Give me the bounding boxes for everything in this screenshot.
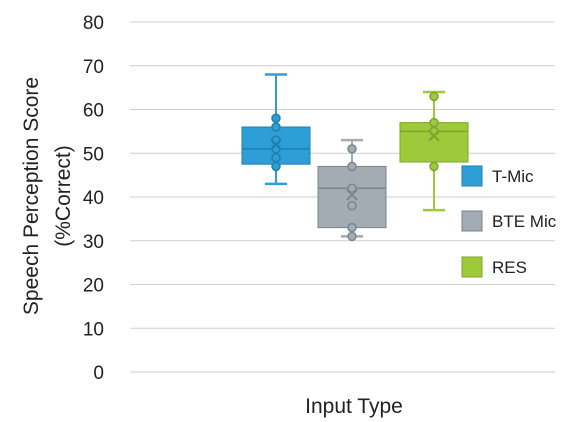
legend: T-Mic BTE Mic RES — [461, 165, 557, 278]
legend-label: T-Mic — [492, 167, 534, 186]
y-axis-title-line2: (%Correct) — [52, 145, 75, 247]
box-res — [399, 90, 469, 212]
mean-marker-stroke-b — [428, 130, 440, 142]
data-point — [271, 113, 281, 123]
legend-label: RES — [492, 258, 527, 277]
box-bte-mic — [317, 138, 387, 242]
data-point — [429, 161, 439, 172]
data-point — [271, 122, 281, 132]
mean-marker-stroke-b — [270, 138, 282, 151]
legend-swatch — [461, 256, 483, 278]
legend-item-bte-mic: BTE Mic — [461, 210, 557, 232]
mean-marker-stroke-b — [346, 189, 358, 201]
y-tick-label-30: 30 — [83, 232, 104, 253]
legend-item-t-mic: T-Mic — [461, 165, 534, 187]
data-point — [347, 144, 357, 154]
data-point — [347, 222, 357, 233]
y-axis-ticks: 0 10 20 30 40 50 60 70 80 — [83, 13, 104, 384]
y-tick-label-60: 60 — [83, 101, 104, 122]
y-tick-label-40: 40 — [83, 188, 104, 209]
y-tick-label-10: 10 — [83, 319, 104, 340]
legend-swatch — [461, 165, 483, 187]
x-axis-title: Input Type — [305, 395, 403, 418]
legend-item-res: RES — [461, 256, 527, 278]
y-tick-label-70: 70 — [83, 57, 104, 78]
data-point — [271, 161, 281, 172]
box-t-mic — [241, 73, 311, 186]
y-tick-label-50: 50 — [83, 144, 104, 165]
box-iqr — [317, 165, 387, 229]
data-point — [347, 183, 357, 193]
box-series — [241, 73, 469, 242]
y-axis-title-line1: Speech Perception Score — [20, 77, 43, 315]
y-tick-label-20: 20 — [83, 276, 104, 297]
legend-label: BTE Mic — [492, 212, 557, 231]
data-point — [347, 201, 357, 211]
legend-swatch — [461, 210, 483, 232]
data-point — [429, 91, 439, 102]
y-tick-label-80: 80 — [83, 13, 104, 34]
data-point — [347, 161, 357, 172]
data-point — [271, 152, 281, 163]
data-point — [347, 231, 357, 242]
y-tick-label-0: 0 — [93, 363, 104, 384]
data-point — [429, 117, 439, 128]
